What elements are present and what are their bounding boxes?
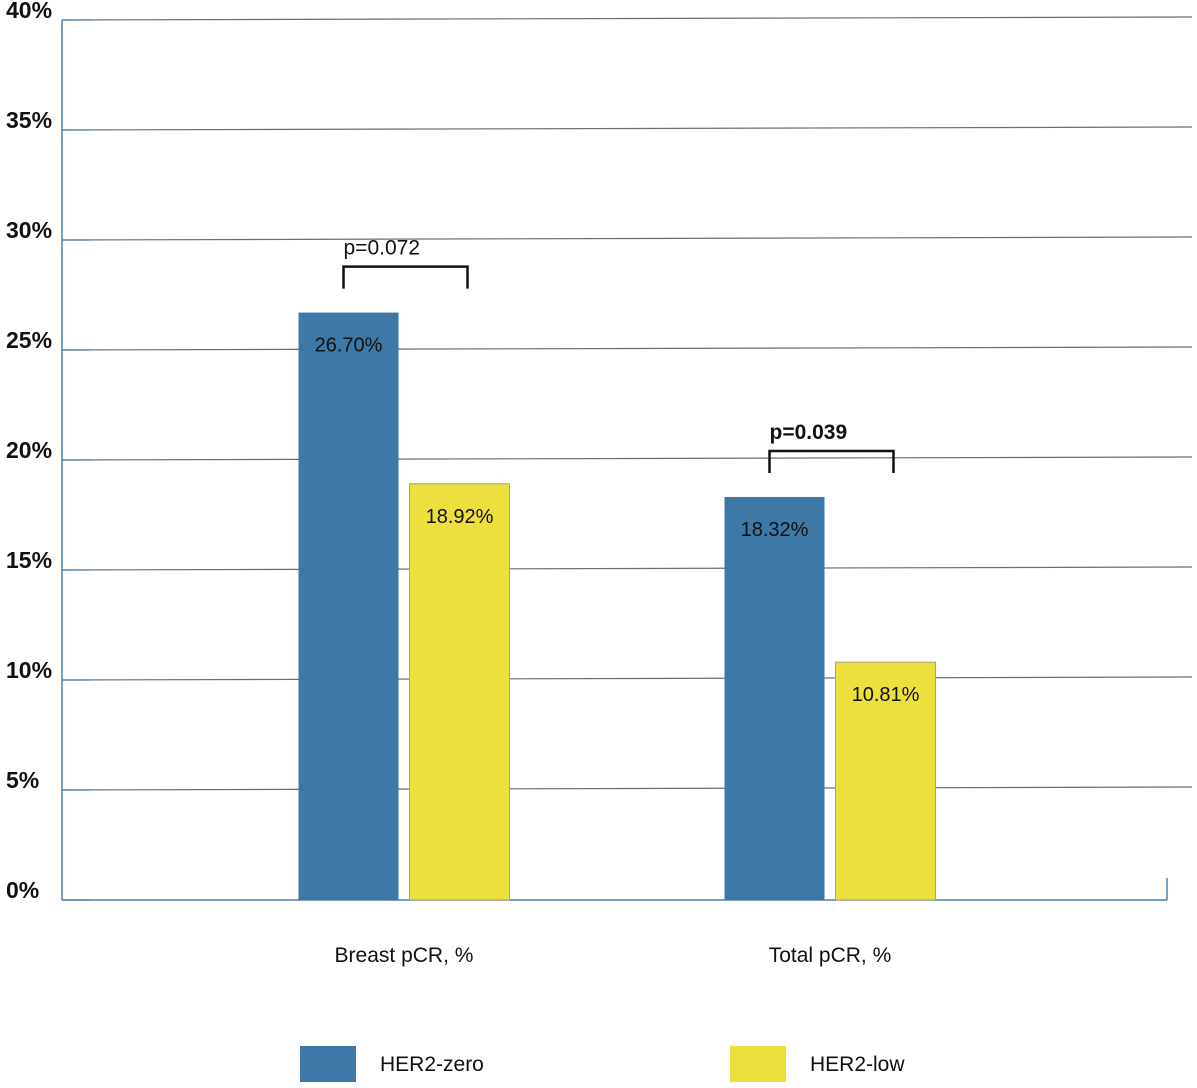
p-value-label: p=0.039	[770, 421, 848, 444]
y-tick-label: 15%	[6, 547, 52, 573]
legend-label: HER2-low	[810, 1053, 905, 1076]
legend-swatch	[300, 1046, 356, 1082]
data-label: 18.32%	[741, 519, 809, 541]
category-label: Breast pCR, %	[335, 944, 474, 967]
gridline	[61, 346, 1193, 351]
bars	[298, 312, 936, 901]
legend: HER2-zero HER2-low	[300, 1046, 905, 1082]
bar-her2-zero	[724, 496, 825, 900]
gridline	[61, 786, 1193, 791]
bar-her2-zero	[298, 312, 399, 901]
y-tick-label: 0%	[6, 877, 39, 903]
y-tick-label: 25%	[6, 327, 52, 353]
y-tick-label: 10%	[6, 657, 52, 683]
gridline	[61, 16, 1193, 21]
data-label: 26.70%	[315, 335, 383, 357]
data-label: 18.92%	[426, 506, 494, 528]
category-label: Total pCR, %	[769, 944, 892, 967]
legend-swatch	[730, 1046, 786, 1082]
gridline	[61, 456, 1193, 461]
significance-annotations: p=0.072 p=0.039	[342, 237, 895, 473]
gridline	[61, 566, 1193, 571]
y-tick-label: 20%	[6, 437, 52, 463]
significance-bracket	[342, 265, 469, 289]
y-tick-label: 35%	[6, 107, 52, 133]
y-tick-label: 30%	[6, 217, 52, 243]
significance-bracket	[768, 449, 895, 473]
legend-label: HER2-zero	[380, 1053, 484, 1076]
category-labels: Breast pCR, % Total pCR, %	[335, 944, 892, 967]
y-tick-label: 5%	[6, 767, 39, 793]
gridline	[61, 676, 1193, 681]
data-labels: 26.70% 18.92% 18.32% 10.81%	[315, 335, 920, 707]
data-label: 10.81%	[852, 684, 920, 706]
bar-her2-low	[409, 483, 510, 901]
p-value-label: p=0.072	[344, 237, 421, 260]
y-axis-ticks: 0% 5% 10% 15% 20% 25% 30% 35% 40%	[6, 0, 90, 903]
y-tick-label: 40%	[6, 0, 52, 23]
gridline	[61, 126, 1193, 131]
gridlines	[61, 16, 1193, 791]
gridline	[61, 236, 1193, 241]
bar-her2-low	[835, 661, 936, 901]
